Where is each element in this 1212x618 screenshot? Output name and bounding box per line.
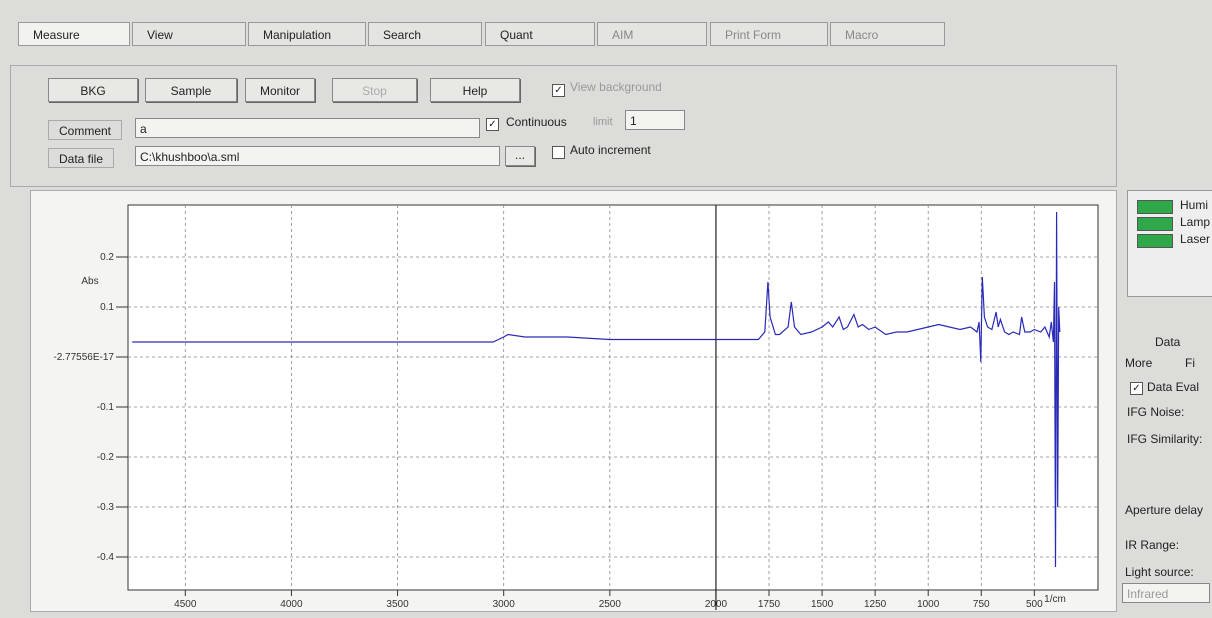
x-tick-label: 3500 [386,599,409,610]
x-tick-label: 1750 [758,599,781,610]
x-tick-label: 2500 [599,599,622,610]
y-tick-label: -2.77556E-17 [53,352,114,363]
label: Data [1155,335,1180,349]
status-label: Humi [1180,198,1208,212]
x-tick-label: 4500 [174,599,197,610]
x-tick-label: 1500 [811,599,834,610]
status-led [1137,200,1173,214]
status-led [1137,234,1173,248]
label: Data Eval [1147,380,1199,394]
label: IFG Similarity: [1127,432,1202,446]
status-led [1137,217,1173,231]
x-tick-label: 750 [973,599,990,610]
app-window: MeasureViewManipulationSearchQuantAIMPri… [0,0,1212,618]
status-label: Lamp [1180,215,1210,229]
label: IR Range: [1125,538,1179,552]
x-axis-label: 1/cm [1044,594,1066,605]
y-axis-label: Abs [81,276,98,287]
plot-area [128,205,1098,590]
y-tick-label: 0.2 [100,252,114,263]
label: IFG Noise: [1127,405,1184,419]
x-tick-label: 1250 [864,599,887,610]
y-tick-label: -0.2 [97,452,115,463]
y-tick-label: -0.1 [97,402,115,413]
label: Aperture delay [1125,503,1203,517]
y-tick-label: -0.4 [97,552,115,563]
x-tick-label: 4000 [280,599,303,610]
x-tick-label: 3000 [493,599,516,610]
y-tick-label: -0.3 [97,502,115,513]
status-label: Laser [1180,232,1210,246]
x-tick-label: 500 [1026,599,1043,610]
button[interactable]: More [1125,356,1152,370]
dropdown[interactable]: Infrared [1122,583,1210,603]
label: Light source: [1125,565,1194,579]
button[interactable]: Fi [1185,356,1195,370]
y-tick-label: 0.1 [100,302,114,313]
x-tick-label: 1000 [917,599,940,610]
checkbox[interactable]: ✓ [1130,382,1143,395]
